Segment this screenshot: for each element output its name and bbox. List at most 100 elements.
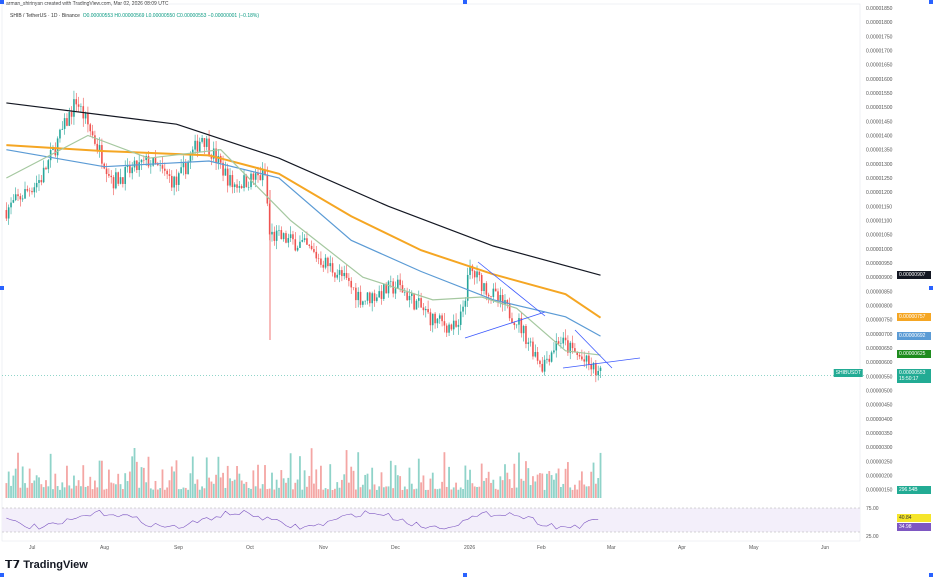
price-tick: 0.00000750 xyxy=(866,318,893,324)
volume-bar xyxy=(5,483,8,498)
candle-body xyxy=(63,118,66,129)
candle-body xyxy=(91,131,94,136)
candle-body xyxy=(581,356,583,360)
volume-bar xyxy=(583,484,586,498)
candle-body xyxy=(534,351,537,357)
symbol-name[interactable]: SHIB / TetherUS · 1D · Binance xyxy=(10,13,80,19)
volume-bar xyxy=(112,483,115,498)
selection-handle[interactable] xyxy=(929,573,933,577)
selection-handle[interactable] xyxy=(0,286,4,290)
volume-bar xyxy=(142,467,145,498)
candle-body xyxy=(247,187,250,188)
volume-bar xyxy=(550,475,553,498)
volume-bar xyxy=(478,486,481,498)
price-label: 0.00000553 15:50:17 xyxy=(897,369,931,383)
candle-body xyxy=(275,230,278,241)
candle-body xyxy=(194,140,196,150)
volume-bar xyxy=(21,466,24,498)
candle-body xyxy=(443,321,446,326)
volume-bar xyxy=(140,467,143,498)
close-value: C0.00000553 xyxy=(176,13,207,19)
candle-body xyxy=(108,174,110,176)
price-tick: 0.00000300 xyxy=(866,445,893,451)
candle-body xyxy=(434,313,436,324)
candle-body xyxy=(532,341,534,357)
volume-bar xyxy=(427,489,429,498)
candle-body xyxy=(205,138,208,147)
high-value: H0.00000569 xyxy=(114,13,145,19)
volume-bar xyxy=(527,468,530,498)
candle-body xyxy=(233,184,236,188)
tradingview-logo-icon: 𝗧𝟳 xyxy=(5,559,21,571)
volume-bar xyxy=(35,475,38,498)
selection-handle[interactable] xyxy=(929,0,933,4)
time-tick: Feb xyxy=(537,545,546,551)
volume-bar xyxy=(170,466,173,498)
volume-bar xyxy=(105,488,108,498)
candle-body xyxy=(555,341,558,351)
volume-bar xyxy=(208,477,210,498)
candle-body xyxy=(548,358,551,362)
volume-bar xyxy=(450,489,453,498)
price-tick: 0.00000900 xyxy=(866,275,893,281)
volume-bar xyxy=(506,472,509,498)
selection-handle[interactable] xyxy=(929,286,933,290)
candle-body xyxy=(415,300,418,310)
selection-handle[interactable] xyxy=(0,0,4,4)
volume-bar xyxy=(59,489,61,498)
volume-bar xyxy=(91,489,94,498)
candle-body xyxy=(212,148,215,159)
candle-body xyxy=(457,324,460,327)
volume-bar xyxy=(520,478,523,498)
volume-bar xyxy=(308,475,311,498)
candle-body xyxy=(413,293,415,310)
volume-bar xyxy=(511,487,513,498)
volume-bar xyxy=(10,485,12,498)
volume-bar xyxy=(580,471,583,498)
volume-bar xyxy=(597,478,600,498)
price-tick: 0.00000250 xyxy=(866,459,893,465)
volume-bar xyxy=(380,472,383,498)
selection-handle[interactable] xyxy=(0,573,4,577)
price-chart[interactable]: 0.00001850 0.00001800 0.00001750 0.00001700… xyxy=(0,0,933,555)
time-tick: 2026 xyxy=(464,545,475,551)
candle-body xyxy=(539,360,541,364)
price-tick: 0.00001050 xyxy=(866,233,893,239)
volume-bar xyxy=(133,447,136,498)
candle-body xyxy=(280,230,283,240)
candle-body xyxy=(21,198,24,200)
price-label: 0.00000692 xyxy=(897,332,931,340)
candle-body xyxy=(355,287,357,301)
candle-body xyxy=(541,363,544,372)
time-tick: Aug xyxy=(100,545,109,551)
candle-body xyxy=(240,186,243,189)
candle-body xyxy=(362,301,364,305)
candle-body xyxy=(334,272,336,278)
candle-body xyxy=(560,343,562,344)
volume-bar xyxy=(313,483,315,498)
candle-body xyxy=(273,231,276,241)
volume-bar xyxy=(126,481,129,498)
candle-body xyxy=(261,169,264,181)
volume-bar xyxy=(114,484,117,498)
volume-bar xyxy=(194,483,196,498)
candle-body xyxy=(599,367,602,371)
volume-bar xyxy=(494,488,497,498)
candle-body xyxy=(371,293,373,304)
candle-body xyxy=(10,202,12,208)
price-tick: 0.00000150 xyxy=(866,488,893,494)
volume-bar xyxy=(548,471,551,498)
selection-handle[interactable] xyxy=(463,573,467,577)
candle-body xyxy=(173,176,175,188)
volume-bar xyxy=(84,486,87,498)
volume-bar xyxy=(340,479,343,498)
volume-bar xyxy=(539,473,541,498)
price-tick: 0.00000600 xyxy=(866,360,893,366)
price-tick: 0.00001550 xyxy=(866,91,893,97)
volume-bar xyxy=(399,476,402,498)
candle-body xyxy=(294,239,297,251)
price-tick: 0.00000700 xyxy=(866,332,893,338)
candle-body xyxy=(152,157,154,166)
volume-bar xyxy=(403,486,406,498)
selection-handle[interactable] xyxy=(463,0,467,4)
